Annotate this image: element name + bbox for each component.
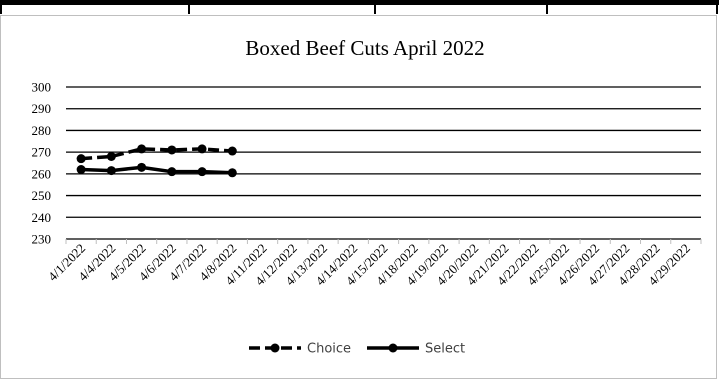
legend-swatch-marker	[270, 343, 280, 353]
y-axis: 230 240 250 260 270 280 290 300	[32, 80, 52, 247]
data-point	[106, 166, 116, 176]
legend-swatch-marker	[388, 343, 398, 353]
y-tick-label: 290	[32, 101, 52, 116]
data-point	[106, 151, 116, 161]
series-layer	[76, 144, 237, 178]
y-tick-label: 300	[32, 80, 52, 95]
y-tick-label: 270	[32, 145, 52, 160]
data-point	[227, 168, 237, 178]
data-point	[197, 144, 207, 154]
y-tick-label: 230	[32, 232, 52, 247]
x-axis: 4/1/20224/4/20224/5/20224/6/20224/7/2022…	[45, 239, 702, 288]
data-point	[76, 165, 86, 175]
series-line-choice	[80, 147, 233, 161]
table-edge-strip	[0, 0, 719, 14]
y-tick-label: 280	[32, 123, 52, 138]
data-point	[167, 145, 177, 155]
legend: Choice Select	[249, 342, 465, 357]
data-point	[227, 146, 237, 156]
gridlines	[66, 86, 701, 240]
data-point	[76, 154, 86, 164]
series-line-select	[81, 165, 233, 175]
data-point	[137, 162, 147, 172]
y-tick-label: 240	[32, 210, 52, 225]
legend-label: Choice	[307, 342, 351, 357]
chart-frame	[0, 15, 717, 379]
legend-label: Select	[425, 342, 465, 357]
chart-title: Boxed Beef Cuts April 2022	[245, 36, 484, 60]
y-tick-label: 250	[32, 188, 52, 203]
data-point	[197, 167, 207, 177]
legend-item-select: Select	[367, 342, 465, 357]
series-choice	[76, 144, 237, 164]
legend-item-choice: Choice	[249, 342, 351, 357]
data-point	[137, 144, 147, 154]
y-tick-label: 260	[32, 166, 52, 181]
data-point	[167, 167, 177, 177]
series-select	[76, 162, 237, 178]
